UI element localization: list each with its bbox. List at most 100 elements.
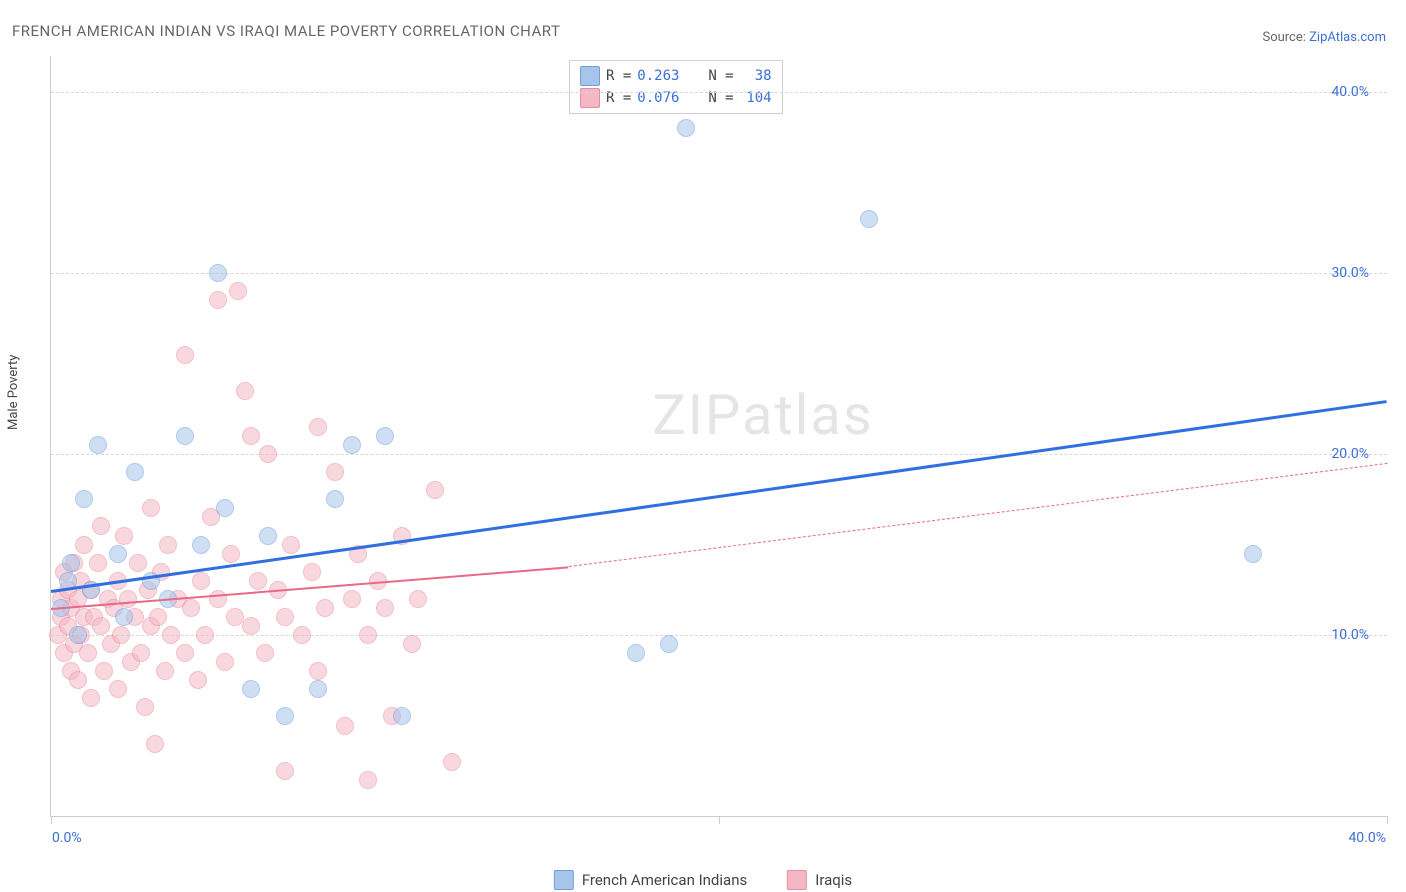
x-tick	[719, 816, 720, 824]
scatter-point-a	[376, 427, 394, 445]
scatter-point-a	[276, 707, 294, 725]
scatter-point-b	[92, 617, 110, 635]
stats-legend: R = 0.263 N = 38 R = 0.076 N = 104	[569, 60, 783, 114]
scatter-point-b	[403, 635, 421, 653]
scatter-point-b	[112, 626, 130, 644]
scatter-point-b	[222, 545, 240, 563]
scatter-point-b	[182, 599, 200, 617]
scatter-point-b	[149, 608, 167, 626]
y-tick-label: 30.0%	[1331, 265, 1369, 281]
scatter-point-a	[1244, 545, 1262, 563]
scatter-point-b	[426, 481, 444, 499]
scatter-point-b	[316, 599, 334, 617]
scatter-point-b	[226, 608, 244, 626]
gridline	[51, 273, 1387, 274]
scatter-point-b	[256, 644, 274, 662]
scatter-point-a	[69, 626, 87, 644]
scatter-point-a	[209, 264, 227, 282]
scatter-point-b	[196, 626, 214, 644]
scatter-point-b	[146, 735, 164, 753]
scatter-point-a	[192, 536, 210, 554]
scatter-point-b	[336, 717, 354, 735]
scatter-point-a	[115, 608, 133, 626]
scatter-point-a	[75, 490, 93, 508]
scatter-point-b	[276, 762, 294, 780]
scatter-point-b	[359, 771, 377, 789]
scatter-point-b	[142, 499, 160, 517]
scatter-point-a	[660, 635, 678, 653]
chart-title: FRENCH AMERICAN INDIAN VS IRAQI MALE POV…	[12, 22, 560, 40]
scatter-point-b	[303, 563, 321, 581]
scatter-point-b	[343, 590, 361, 608]
x-axis-max-label: 40.0%	[1348, 830, 1386, 846]
scatter-point-b	[309, 662, 327, 680]
scatter-point-b	[409, 590, 427, 608]
source-link[interactable]: ZipAtlas.com	[1309, 30, 1386, 45]
scatter-point-b	[443, 753, 461, 771]
gridline	[51, 635, 1387, 636]
scatter-point-b	[79, 644, 97, 662]
scatter-point-a	[860, 210, 878, 228]
legend-item-a: French American Indians	[554, 870, 747, 890]
series-legend: French American Indians Iraqis	[554, 870, 852, 890]
scatter-point-b	[326, 463, 344, 481]
scatter-point-b	[282, 536, 300, 554]
gridline	[51, 92, 1387, 93]
scatter-point-b	[129, 554, 147, 572]
scatter-point-a	[89, 436, 107, 454]
scatter-point-b	[156, 662, 174, 680]
scatter-point-b	[209, 291, 227, 309]
scatter-point-b	[176, 346, 194, 364]
y-tick-label: 40.0%	[1331, 84, 1369, 100]
scatter-point-a	[393, 707, 411, 725]
stats-legend-row: R = 0.263 N = 38	[580, 65, 772, 87]
scatter-point-b	[69, 671, 87, 689]
scatter-point-a	[126, 463, 144, 481]
scatter-point-a	[627, 644, 645, 662]
legend-item-b: Iraqis	[787, 870, 852, 890]
scatter-plot-area: ZIPatlas R = 0.263 N = 38 R = 0.076 N = …	[50, 56, 1387, 817]
gridline	[51, 454, 1387, 455]
scatter-point-b	[376, 599, 394, 617]
scatter-point-b	[189, 671, 207, 689]
regression-line-b-ext	[569, 463, 1387, 567]
scatter-point-b	[109, 680, 127, 698]
scatter-point-b	[92, 517, 110, 535]
scatter-point-b	[176, 644, 194, 662]
scatter-point-a	[326, 490, 344, 508]
scatter-point-b	[132, 644, 150, 662]
scatter-point-b	[119, 590, 137, 608]
scatter-point-b	[359, 626, 377, 644]
square-icon	[554, 870, 574, 890]
scatter-point-b	[229, 282, 247, 300]
scatter-point-a	[242, 680, 260, 698]
scatter-point-a	[176, 427, 194, 445]
y-tick-label: 20.0%	[1331, 446, 1369, 462]
scatter-point-a	[62, 554, 80, 572]
x-axis-min-label: 0.0%	[52, 830, 82, 846]
scatter-point-b	[249, 572, 267, 590]
square-icon	[787, 870, 807, 890]
legend-label-a: French American Indians	[582, 871, 747, 889]
scatter-point-b	[216, 653, 234, 671]
scatter-point-b	[75, 536, 93, 554]
scatter-point-a	[343, 436, 361, 454]
square-icon	[580, 66, 600, 86]
scatter-point-b	[162, 626, 180, 644]
watermark: ZIPatlas	[652, 382, 874, 448]
source-label: Source:	[1262, 30, 1309, 45]
scatter-point-b	[276, 608, 294, 626]
scatter-point-b	[242, 427, 260, 445]
y-axis-label: Male Poverty	[6, 355, 21, 430]
x-tick	[51, 816, 52, 824]
square-icon	[580, 88, 600, 108]
x-tick	[1387, 816, 1388, 824]
scatter-point-a	[677, 119, 695, 137]
scatter-point-b	[89, 554, 107, 572]
scatter-point-b	[242, 617, 260, 635]
stats-legend-row: R = 0.076 N = 104	[580, 87, 772, 109]
source-attribution: Source: ZipAtlas.com	[1262, 30, 1386, 45]
y-tick-label: 10.0%	[1331, 627, 1369, 643]
scatter-point-b	[82, 689, 100, 707]
scatter-point-b	[293, 626, 311, 644]
